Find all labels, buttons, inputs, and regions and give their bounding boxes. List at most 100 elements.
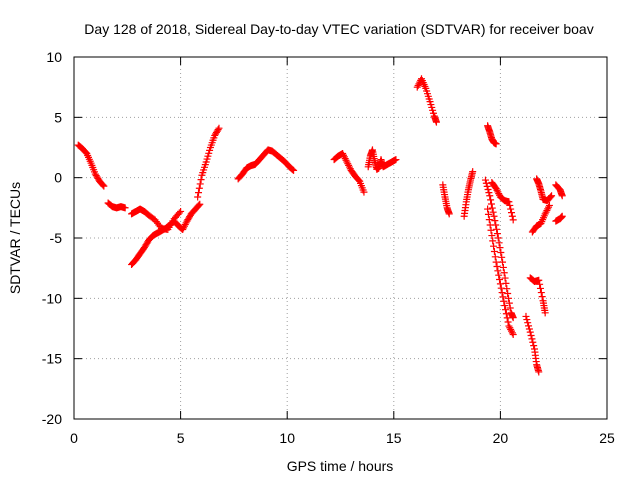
data-point xyxy=(503,314,511,322)
data-point xyxy=(469,168,477,176)
data-point xyxy=(558,212,566,220)
data-point xyxy=(339,150,347,158)
data-point xyxy=(506,324,514,332)
x-tick-label: 15 xyxy=(386,430,402,446)
x-tick-label: 25 xyxy=(599,430,615,446)
data-point xyxy=(290,166,298,174)
data-point xyxy=(525,325,533,333)
data-point xyxy=(196,180,204,188)
data-point xyxy=(530,342,538,350)
data-point xyxy=(505,299,513,307)
data-point xyxy=(180,224,188,232)
data-point xyxy=(536,280,544,288)
data-point xyxy=(538,293,546,301)
data-point xyxy=(504,318,512,326)
data-point xyxy=(195,201,203,209)
data-point xyxy=(499,258,507,266)
data-points xyxy=(74,75,566,376)
series-arc-10 xyxy=(439,181,453,218)
data-point xyxy=(341,155,349,163)
data-point xyxy=(502,310,510,318)
data-point xyxy=(445,210,453,218)
data-point xyxy=(499,263,507,271)
data-point xyxy=(501,274,509,282)
data-point xyxy=(494,267,502,275)
data-point xyxy=(548,192,556,200)
data-point xyxy=(182,219,190,227)
x-tick-label: 0 xyxy=(70,430,78,446)
y-tick-label: -15 xyxy=(42,351,62,367)
data-point xyxy=(498,253,506,261)
data-point xyxy=(529,338,537,346)
data-point xyxy=(495,190,503,198)
data-point xyxy=(505,294,513,302)
series-arc-5 xyxy=(194,124,223,201)
data-point xyxy=(484,185,492,193)
data-point xyxy=(507,325,515,333)
data-point xyxy=(194,193,202,201)
data-point xyxy=(392,156,400,164)
data-point xyxy=(486,221,494,229)
data-point xyxy=(197,176,205,184)
data-point xyxy=(535,368,543,376)
x-tick-label: 5 xyxy=(177,430,185,446)
series-arc-12 xyxy=(484,122,500,148)
y-tick-label: 5 xyxy=(54,109,62,125)
data-point xyxy=(489,208,497,216)
data-point xyxy=(345,161,353,169)
series-arc-1 xyxy=(74,141,108,190)
data-point xyxy=(490,248,498,256)
data-point xyxy=(355,176,363,184)
data-point xyxy=(508,212,516,220)
data-point xyxy=(181,220,189,228)
data-point xyxy=(484,205,492,213)
data-point xyxy=(342,156,350,164)
data-point xyxy=(523,316,531,324)
data-point xyxy=(491,253,499,261)
data-point xyxy=(100,182,108,190)
data-point xyxy=(541,210,549,218)
data-point xyxy=(413,83,421,91)
data-point xyxy=(508,329,516,337)
data-point xyxy=(486,192,494,200)
data-point xyxy=(537,289,545,297)
data-point xyxy=(500,269,508,277)
y-tick-label: -20 xyxy=(42,411,62,427)
data-point xyxy=(506,201,514,209)
series-arc-18 xyxy=(528,201,553,236)
data-point xyxy=(507,209,515,217)
data-point xyxy=(494,188,502,196)
data-point xyxy=(99,181,107,189)
data-point xyxy=(526,328,534,336)
data-point xyxy=(509,331,517,339)
data-point xyxy=(483,182,491,190)
data-point xyxy=(535,276,543,284)
data-point xyxy=(175,209,183,217)
data-point xyxy=(492,258,500,266)
series-arc-16 xyxy=(522,312,543,376)
data-point xyxy=(525,322,533,330)
y-tick-label: -10 xyxy=(42,290,62,306)
data-point xyxy=(499,293,507,301)
data-point xyxy=(497,284,505,292)
series-arc-21 xyxy=(552,212,566,225)
data-point xyxy=(487,200,495,208)
series-arc-2 xyxy=(104,199,129,212)
series-arc-15 xyxy=(488,178,517,224)
data-point xyxy=(498,289,506,297)
data-point xyxy=(504,290,512,298)
data-point xyxy=(507,205,515,213)
series-arc-9 xyxy=(413,75,440,126)
data-point xyxy=(484,210,492,218)
data-point xyxy=(487,196,495,204)
data-point xyxy=(492,140,500,148)
data-point xyxy=(536,284,544,292)
series-arc-20 xyxy=(552,181,566,200)
data-point xyxy=(196,200,204,208)
data-point xyxy=(507,327,515,335)
y-tick-label: 0 xyxy=(54,170,62,186)
data-point xyxy=(489,237,497,245)
data-point xyxy=(493,225,501,233)
